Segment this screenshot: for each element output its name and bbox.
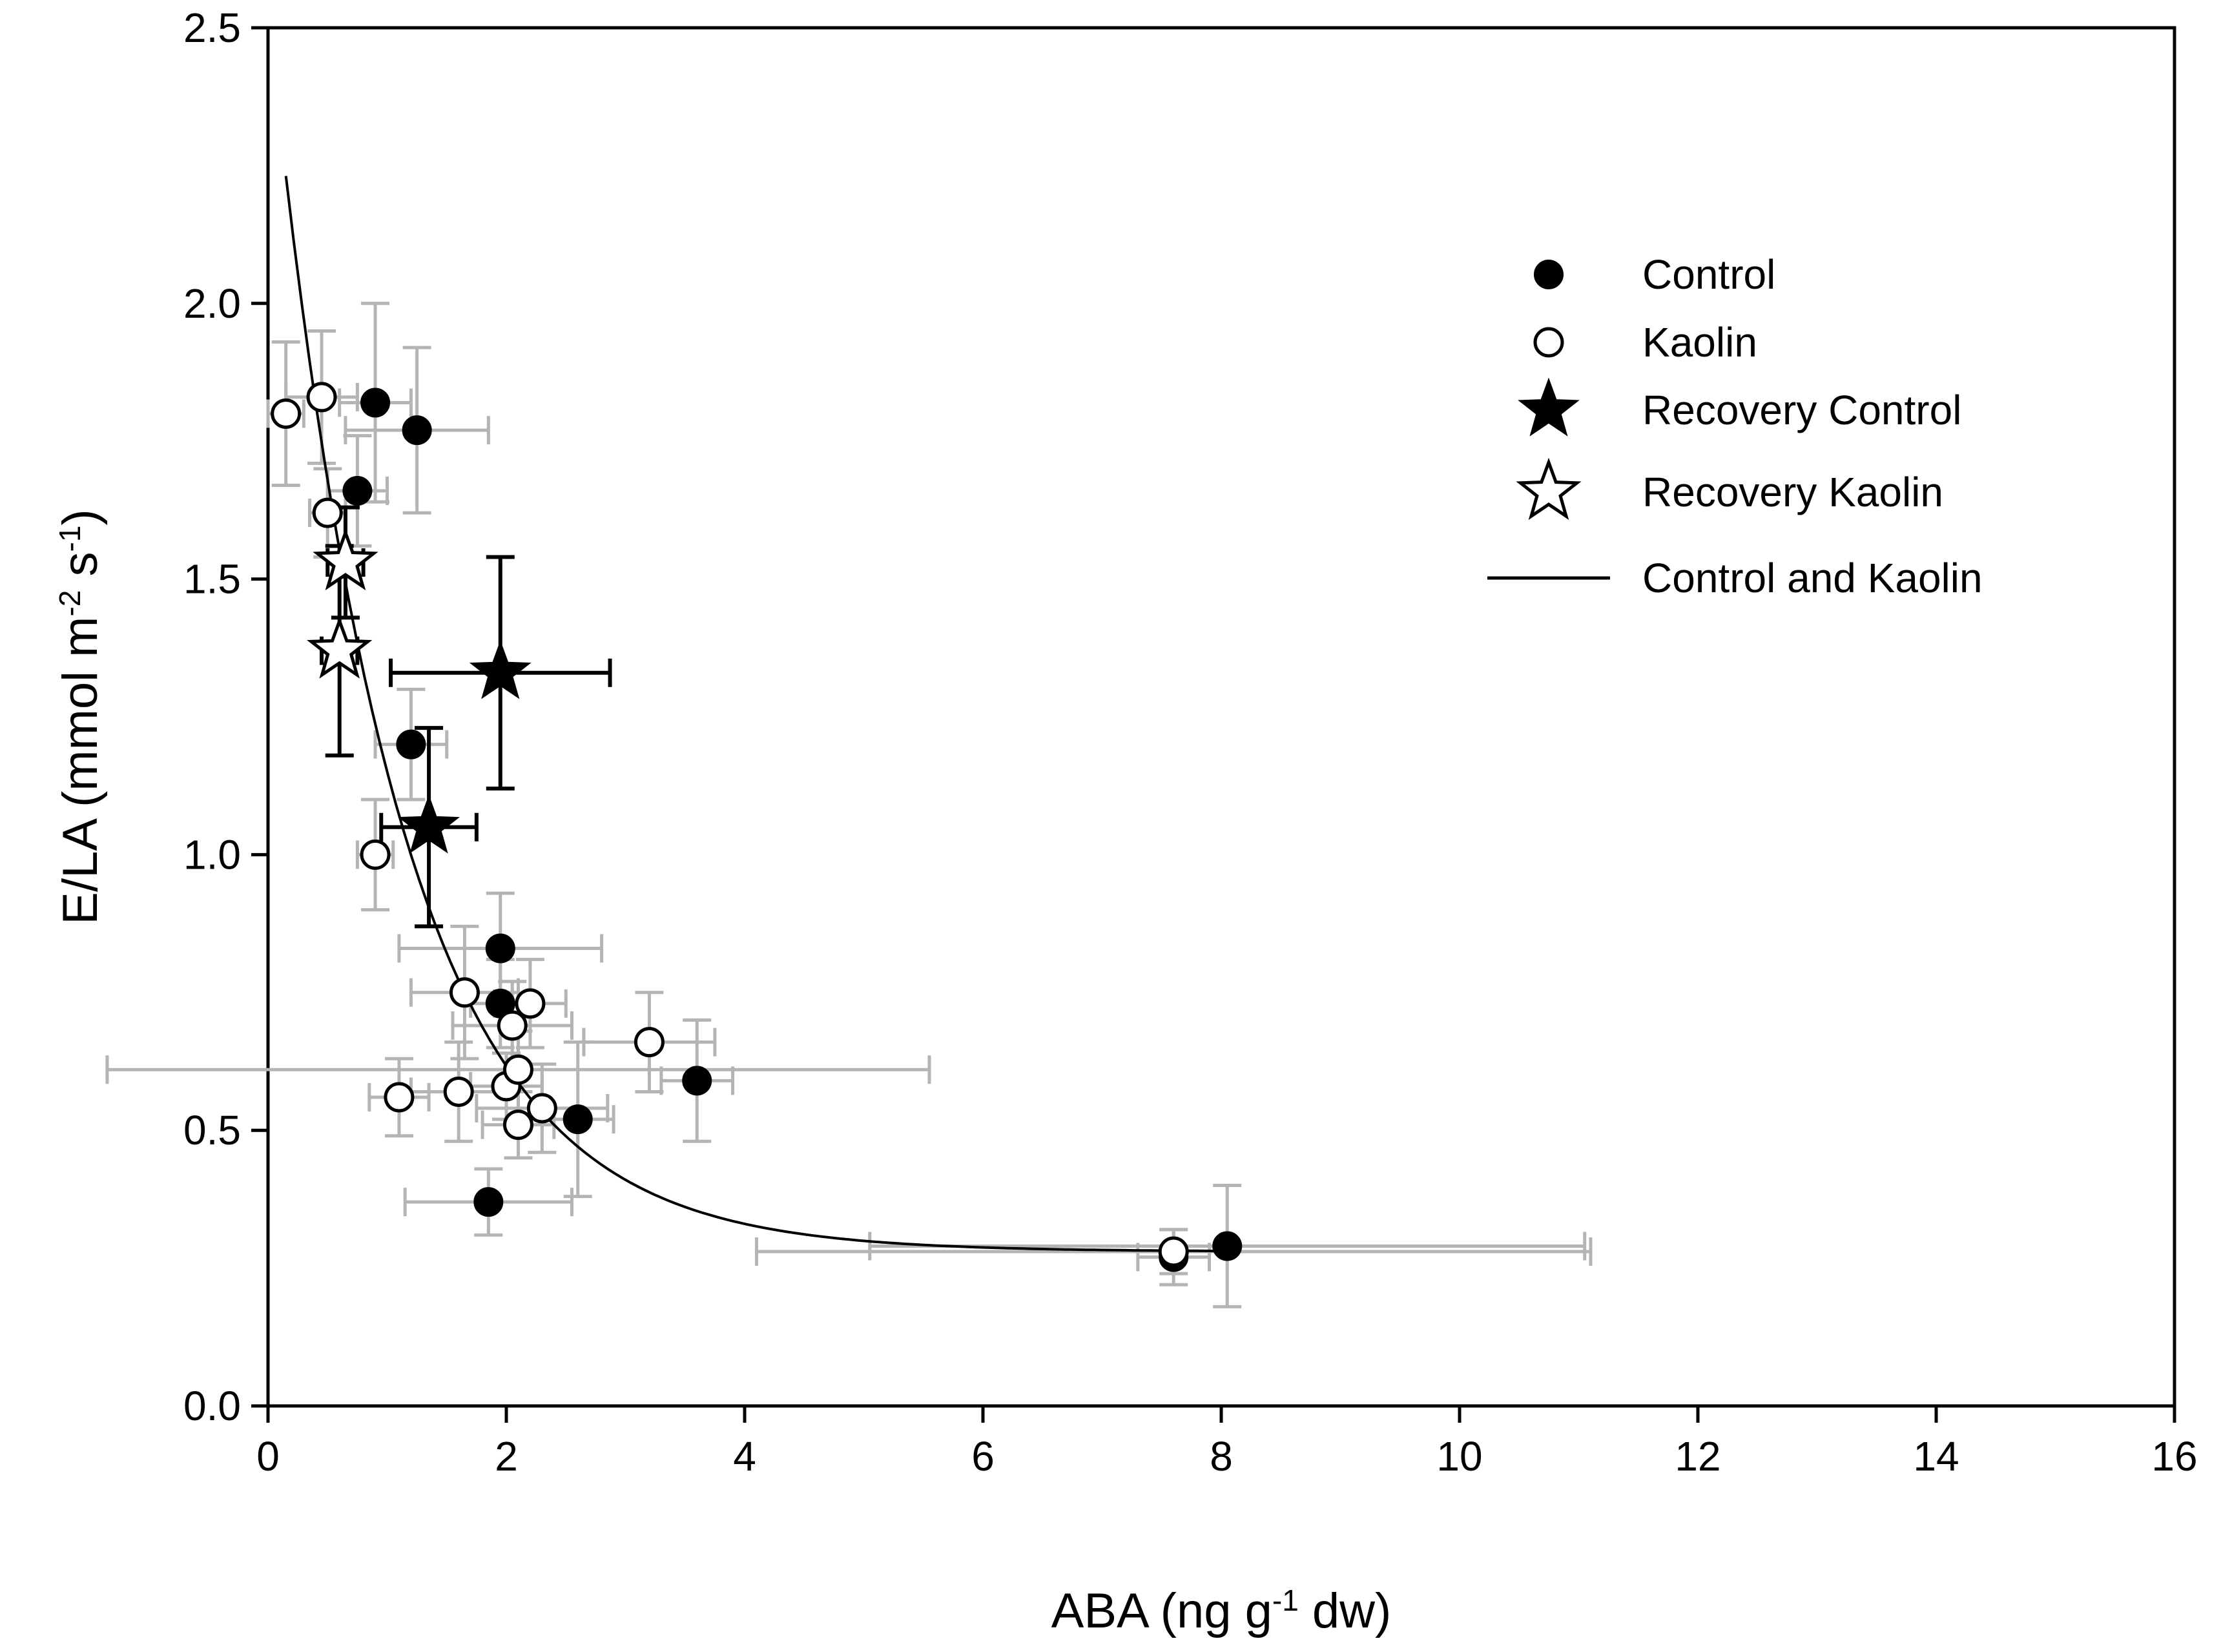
x-axis-title-main: ABA (ng g <box>1051 1584 1272 1638</box>
legend-item-control: Control <box>1534 251 1775 298</box>
x-tick-label: 8 <box>1210 1433 1233 1480</box>
y-tick-label: 1.0 <box>183 831 241 878</box>
kaolin-point <box>443 1076 474 1107</box>
control-point <box>396 729 426 759</box>
kaolin-point <box>312 497 343 528</box>
legend-item-kaolin: Kaolin <box>1533 319 1757 366</box>
errorbars-layer <box>105 302 1593 1308</box>
control-point <box>360 387 391 418</box>
y-axis: 0.0 0.5 1.0 1.5 2.0 2.5 <box>183 5 268 1429</box>
x-tick-label: 14 <box>1913 1433 1959 1480</box>
control-point <box>473 1187 504 1217</box>
recovery-control-point <box>469 640 532 699</box>
plot-frame <box>266 26 2176 1408</box>
kaolin-point <box>384 1082 415 1113</box>
kaolin-point <box>306 382 337 413</box>
y-axis-title-main: E/LA (mmol m <box>53 617 108 925</box>
control-point <box>342 476 373 506</box>
kaolin-point <box>497 1010 528 1041</box>
kaolin-point <box>502 1110 533 1141</box>
x-tick-label: 16 <box>2151 1433 2197 1480</box>
x-tick-label: 12 <box>1675 1433 1720 1480</box>
markers-layer <box>271 382 1243 1272</box>
y-axis-title-tail: ) <box>53 509 108 525</box>
x-axis-title-sup: -1 <box>1272 1584 1299 1617</box>
kaolin-point <box>449 977 480 1008</box>
x-tick-label: 4 <box>733 1433 756 1480</box>
y-axis-title: E/LA (mmol m-2 s-1) <box>53 509 108 924</box>
legend-label-kaolin: Kaolin <box>1642 319 1757 366</box>
y-tick-label: 1.5 <box>183 556 241 603</box>
legend-item-recovery-control: Recovery Control <box>1518 377 1961 437</box>
y-axis-title-sup1: -2 <box>53 590 87 617</box>
kaolin-point <box>515 988 546 1019</box>
legend-marker-kaolin <box>1533 327 1564 358</box>
fit-curve-line <box>284 176 1228 1253</box>
control-point <box>1212 1231 1243 1261</box>
legend-item-control-and-kaolin: Control and Kaolin <box>1487 555 1983 601</box>
kaolin-point <box>526 1093 557 1124</box>
y-axis-title-mid: s <box>53 552 108 590</box>
legend-marker-control <box>1534 260 1564 289</box>
kaolin-point <box>271 398 302 429</box>
control-point <box>682 1066 712 1096</box>
y-tick-label: 2.0 <box>183 280 241 327</box>
legend-marker-recovery-kaolin <box>1516 457 1582 521</box>
legend-label-control: Control <box>1642 251 1775 298</box>
recovery-kaolin-point <box>307 616 373 679</box>
x-tick-label: 2 <box>495 1433 518 1480</box>
legend-item-recovery-kaolin: Recovery Kaolin <box>1516 457 1943 521</box>
control-point <box>563 1104 593 1135</box>
x-tick-label: 0 <box>256 1433 280 1480</box>
kaolin-point <box>634 1027 665 1058</box>
y-tick-label: 0.0 <box>183 1383 241 1429</box>
x-tick-label: 6 <box>971 1433 995 1480</box>
kaolin-point <box>502 1054 533 1085</box>
legend: Control Kaolin Recovery Control Recovery Ka… <box>1487 251 1983 601</box>
y-tick-label: 0.5 <box>183 1107 241 1153</box>
control-point <box>485 933 515 964</box>
legend-label-control-and-kaolin: Control and Kaolin <box>1642 555 1983 601</box>
recovery-kaolin-point <box>313 528 378 591</box>
legend-label-recovery-control: Recovery Control <box>1642 387 1961 433</box>
x-axis-title-tail: dw) <box>1299 1584 1392 1638</box>
control-point <box>402 415 432 446</box>
x-axis-title: ABA (ng g-1 dw) <box>1051 1584 1392 1638</box>
recovery-control-point <box>398 794 460 854</box>
legend-marker-recovery-control <box>1518 377 1580 437</box>
legend-label-recovery-kaolin: Recovery Kaolin <box>1642 469 1943 515</box>
kaolin-point <box>1158 1236 1189 1267</box>
kaolin-point <box>360 839 391 870</box>
x-tick-label: 10 <box>1436 1433 1482 1480</box>
y-axis-title-sup2: -1 <box>53 526 87 552</box>
y-tick-label: 2.5 <box>183 5 241 51</box>
x-axis: 0 2 4 6 8 10 12 14 16 <box>256 1406 2198 1480</box>
